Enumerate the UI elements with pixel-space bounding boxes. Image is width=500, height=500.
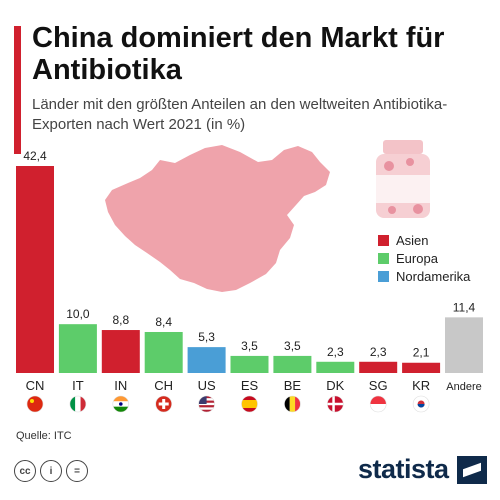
bar-cn — [16, 166, 54, 373]
category-label-andere: Andere — [446, 381, 481, 393]
legend-swatch-asien — [378, 235, 389, 246]
flag-kr-icon — [412, 395, 430, 413]
category-label-it: IT — [72, 378, 84, 393]
bar-be — [273, 355, 312, 373]
flag-ch-icon — [155, 395, 172, 413]
bar-ch — [144, 331, 183, 373]
category-label-us: US — [198, 378, 216, 393]
title-accent-bar — [14, 26, 21, 154]
flag-be-icon — [284, 395, 301, 413]
legend-swatch-europa — [378, 253, 389, 264]
bar-it — [58, 324, 97, 373]
chart-title: China dominiert den Markt für Antibiotik… — [32, 22, 445, 86]
legend-label-asien: Asien — [396, 233, 429, 248]
flag-sg-icon — [369, 395, 387, 413]
category-label-kr: KR — [412, 378, 430, 393]
category-label-ch: CH — [154, 378, 173, 393]
category-label-be: BE — [284, 378, 302, 393]
legend-label-nordamerika: Nordamerika — [396, 269, 471, 284]
flag-es-icon — [241, 395, 258, 413]
value-label-be: 3,5 — [284, 339, 301, 353]
chart-subtitle: Länder mit den größten Anteilen an den w… — [32, 96, 448, 133]
value-label-in: 8,8 — [112, 313, 129, 327]
category-label-cn: CN — [26, 378, 45, 393]
bar-chart: 42,4 CN 10,0 IT 8,8 IN 8,4 CH 5,3 US 3,5 ES 3,5 BE 2,3… — [16, 140, 483, 413]
bar-kr — [402, 362, 441, 373]
bar-sg — [359, 361, 398, 373]
legend-label-europa: Europa — [396, 251, 439, 266]
flag-dk-icon — [326, 395, 344, 413]
legend-swatch-nordamerika — [378, 271, 389, 282]
source-note: Quelle: ITC — [16, 430, 72, 442]
flag-us-icon — [198, 395, 215, 413]
flag-it-icon — [69, 395, 87, 413]
category-label-in: IN — [114, 378, 127, 393]
category-label-sg: SG — [369, 378, 388, 393]
no-derivatives-icon[interactable]: = — [66, 460, 88, 482]
value-label-kr: 2,1 — [413, 346, 430, 360]
value-label-cn: 42,4 — [23, 149, 47, 163]
statista-logo[interactable]: statista — [358, 454, 487, 485]
value-label-andere: 11,4 — [453, 300, 476, 314]
bar-in — [101, 330, 140, 373]
bar-es — [230, 355, 269, 373]
value-label-es: 3,5 — [241, 339, 258, 353]
flag-in-icon — [112, 395, 130, 413]
value-label-sg: 2,3 — [370, 345, 387, 359]
bar-andere — [445, 317, 483, 373]
license-icons: cc i = — [14, 460, 88, 482]
category-label-dk: DK — [326, 378, 344, 393]
category-label-es: ES — [241, 378, 259, 393]
bar-us — [187, 347, 226, 373]
value-label-ch: 8,4 — [155, 315, 172, 329]
china-map-icon — [105, 145, 330, 292]
statista-mark-icon — [456, 455, 487, 484]
attribution-icon[interactable]: i — [40, 460, 62, 482]
bar-dk — [316, 361, 355, 373]
brand-name: statista — [358, 454, 449, 484]
antibiotics-jar-icon — [376, 140, 430, 218]
cc-license-icon[interactable]: cc — [14, 460, 36, 482]
value-label-it: 10,0 — [66, 307, 90, 321]
value-label-dk: 2,3 — [327, 345, 344, 359]
value-label-us: 5,3 — [198, 330, 215, 344]
flag-cn-icon — [26, 395, 44, 413]
